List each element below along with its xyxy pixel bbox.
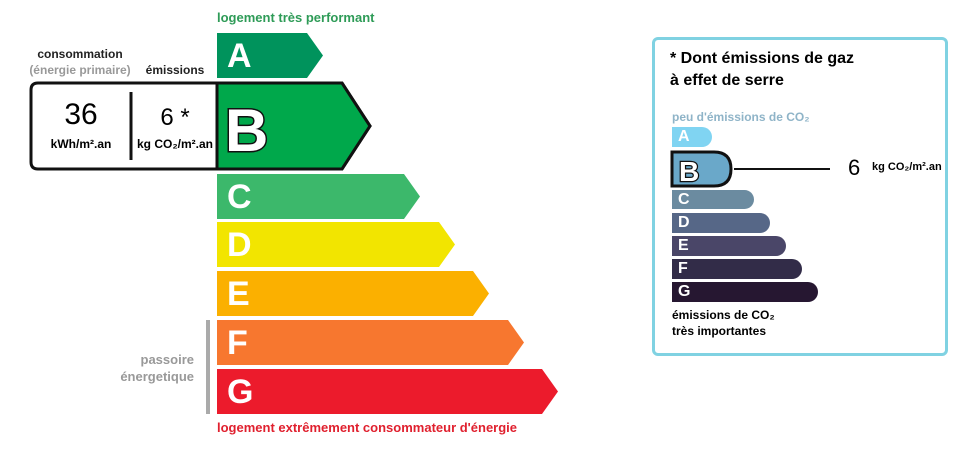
passoire-line1: passoire (140, 352, 194, 367)
ges-current-letter: B (679, 156, 699, 187)
energy-class-c: C (217, 174, 420, 219)
ges-title-line1: * Dont émissions de gaz (670, 50, 855, 67)
class-letter: A (227, 37, 252, 75)
ges-value: 6 (848, 155, 861, 180)
ges-pointer-line (734, 168, 830, 170)
consumption-value: 36 (64, 98, 98, 131)
energy-class-g: G (217, 369, 558, 414)
class-letter: D (227, 226, 252, 264)
passoire-bracket (206, 320, 210, 414)
energy-class-e: E (217, 271, 489, 316)
energy-class-f: F (217, 320, 524, 365)
passoire-line2: énergetique (120, 369, 194, 384)
ges-class-a: A (672, 127, 712, 147)
consumption-subtitle: (énergie primaire) (29, 63, 131, 77)
energy-class-d: D (217, 222, 455, 267)
energy-class-b (215, 81, 372, 171)
class-letter: G (227, 373, 254, 411)
consumption-unit: kWh/m².an (50, 137, 112, 151)
ges-class-g: G (672, 282, 818, 302)
class-letter: E (227, 275, 250, 313)
bottom-label: logement extrêmement consommateur d'éner… (217, 420, 518, 435)
ges-class-f: F (672, 259, 802, 279)
ges-title-line2: à effet de serre (670, 72, 784, 89)
ges-class-b: B (670, 150, 733, 188)
class-letter: F (227, 324, 248, 362)
current-class-highlight: B (29, 81, 372, 171)
emissions-value: 6 * (160, 104, 190, 131)
emissions-unit: kg CO₂/m².an (136, 137, 213, 151)
ges-top-label: peu d'émissions de CO₂ (672, 110, 810, 124)
emissions-title: émissions (145, 63, 205, 77)
ges-class-c: C (672, 190, 754, 209)
ges-unit: kg CO₂/m².an (872, 161, 942, 173)
consumption-title: consommation (37, 47, 123, 61)
ges-current-frame (670, 150, 733, 188)
current-class-letter: B (225, 97, 268, 164)
ges-class-e: E (672, 236, 786, 256)
energy-class-a: A (217, 33, 323, 78)
ges-panel (652, 37, 948, 356)
ges-bottom-line1: émissions de CO₂ (672, 308, 775, 322)
class-letter: C (227, 178, 252, 216)
ges-class-d: D (672, 213, 770, 233)
top-label: logement très performant (217, 10, 375, 25)
ges-bottom-line2: très importantes (672, 324, 767, 338)
